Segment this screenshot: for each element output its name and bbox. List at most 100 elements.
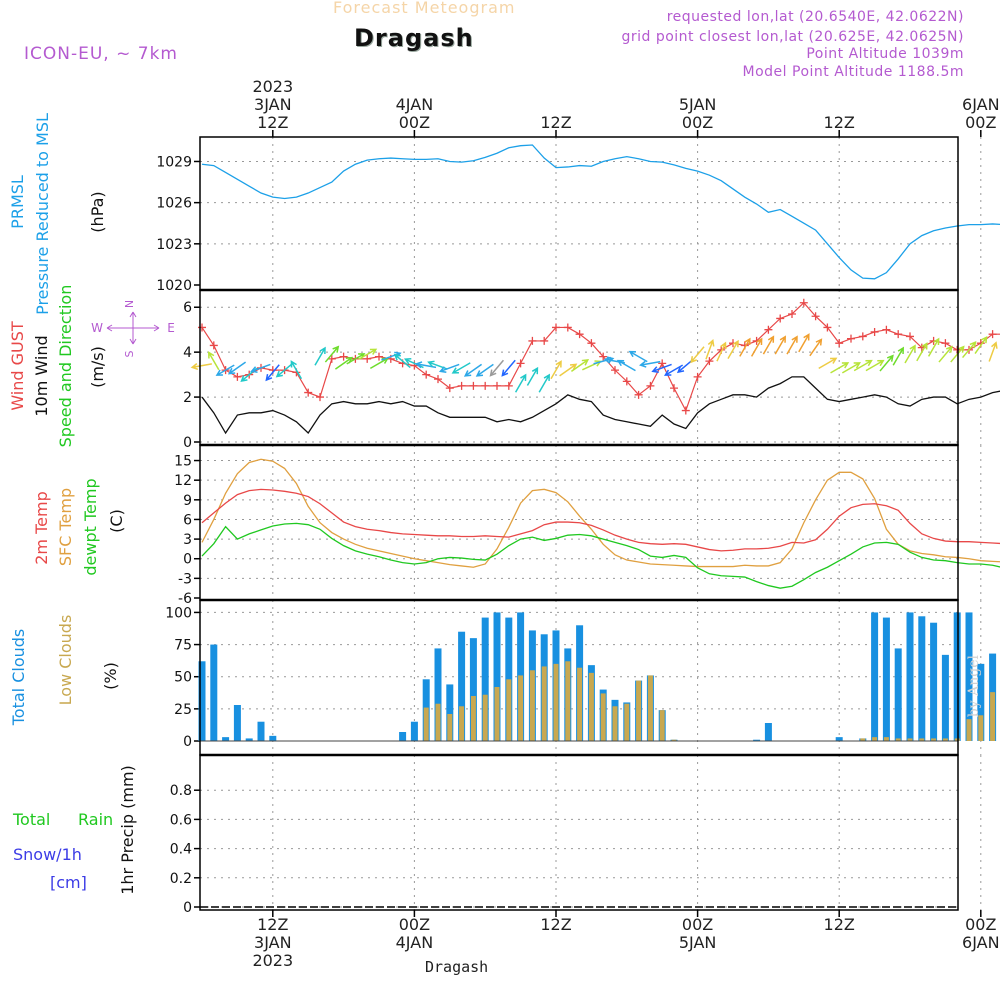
- y-tick-label: -6: [178, 591, 192, 607]
- wind-direction-arrow: [727, 339, 739, 359]
- label-wind-gust: Wind GUST: [8, 321, 27, 411]
- y-tick-label: 6: [183, 512, 192, 528]
- y-tick-label: 4: [183, 345, 192, 361]
- wind-direction-arrow: [463, 363, 483, 377]
- y-tick-label: 1026: [156, 196, 192, 212]
- total-clouds-bar: [871, 612, 879, 741]
- total-clouds-bar: [953, 612, 961, 741]
- wind-direction-arrow: [451, 362, 471, 374]
- wind-direction-arrow: [841, 362, 862, 374]
- wind-direction-arrow: [550, 360, 562, 380]
- wind-direction-arrow: [265, 364, 280, 382]
- wind-gust-marker: [422, 370, 431, 379]
- watermark: by Angel: [966, 655, 982, 718]
- low-clouds-bar: [659, 710, 665, 741]
- y-tick-label: 1023: [156, 237, 192, 253]
- x-tick-label-bottom: 5JAN: [679, 933, 717, 952]
- wind-direction-arrow: [489, 359, 505, 377]
- label-total-clouds: Total Clouds: [9, 629, 28, 727]
- total-clouds-bar: [481, 617, 489, 741]
- y-tick-label: 12: [174, 473, 192, 489]
- wind-gust-marker: [375, 352, 383, 361]
- low-clouds-bar: [636, 680, 642, 741]
- total-clouds-bar: [753, 739, 761, 741]
- wind-direction-arrow: [275, 363, 293, 378]
- wind-gust-marker: [611, 366, 619, 375]
- total-clouds-bar: [965, 612, 973, 741]
- wind-direction-arrow: [358, 348, 378, 361]
- wind-gust-marker: [634, 390, 643, 399]
- wind-direction-arrow: [916, 342, 928, 362]
- wind-direction-arrow: [290, 360, 303, 380]
- wind-direction-arrow: [514, 373, 527, 393]
- y-tick-label: 0: [183, 552, 192, 568]
- wind-direction-arrow: [853, 359, 873, 372]
- low-clouds-bar: [600, 693, 606, 741]
- compass-north: N: [123, 300, 136, 308]
- label-wind-unit: (m/s): [88, 346, 107, 388]
- wind-gust-marker: [339, 352, 348, 361]
- wind-gust-marker: [552, 323, 560, 332]
- low-clouds-bar: [647, 675, 653, 741]
- y-tick-label: 6: [183, 300, 192, 316]
- wind-gust-marker: [988, 330, 997, 339]
- wind-gust-marker: [776, 314, 785, 323]
- y-tick-label: 1029: [156, 154, 192, 170]
- y-tick-label: 0: [183, 435, 192, 451]
- x-tick-label-bottom: 00Z: [965, 915, 996, 934]
- total-clouds-bar: [269, 735, 277, 741]
- x-tick-label-top: 00Z: [399, 113, 430, 132]
- label-10m-wind: 10m Wind: [32, 335, 51, 416]
- compass-west: W: [91, 321, 103, 335]
- low-clouds-bar: [966, 719, 972, 741]
- wind-direction-arrow: [739, 337, 751, 357]
- low-clouds-bar: [978, 715, 984, 741]
- y-tick-label: 0.2: [170, 871, 192, 887]
- total-clouds-bar: [906, 612, 914, 741]
- wind-direction-arrow: [904, 344, 916, 364]
- wind-gust-marker: [870, 327, 879, 336]
- low-clouds-bar: [553, 663, 559, 741]
- label-clouds-unit: (%): [101, 662, 120, 690]
- wind-gust-marker: [233, 372, 242, 381]
- wind-direction-arrow: [809, 338, 823, 357]
- wind-direction-arrow: [215, 364, 235, 376]
- grid-point-coordinates: grid point closest lon,lat (20.625E, 42.…: [621, 29, 964, 45]
- total-clouds-bar: [198, 661, 206, 741]
- wind-gust-marker: [457, 381, 466, 390]
- total-clouds-bar: [458, 631, 466, 741]
- low-clouds-bar: [435, 703, 441, 741]
- x-tick-label-bottom: 6JAN: [962, 933, 1000, 952]
- y-tick-label: 25: [174, 702, 192, 718]
- low-clouds-bar: [494, 687, 500, 741]
- low-clouds-bar: [518, 675, 524, 741]
- y-tick-label: 1020: [156, 278, 192, 294]
- wind-direction-arrow: [974, 335, 988, 355]
- dewpoint-line: [201, 522, 1000, 589]
- wind-gust-marker: [835, 339, 844, 348]
- total-clouds-bar: [835, 737, 843, 741]
- wind-direction-arrow: [798, 333, 810, 353]
- wind-gust-marker: [327, 354, 336, 363]
- low-clouds-bar: [919, 738, 925, 741]
- total-clouds-bar: [410, 721, 418, 741]
- total-clouds-bar: [941, 654, 949, 741]
- wind-direction-arrow: [628, 350, 648, 363]
- point-altitude: Point Altitude 1039m: [806, 46, 964, 62]
- wind-gust-marker: [316, 393, 324, 402]
- wind-gust-marker: [882, 325, 891, 334]
- total-clouds-bar: [210, 644, 218, 741]
- wind-gust-marker: [493, 381, 501, 390]
- wind-direction-arrow: [639, 360, 661, 368]
- wind-direction-arrow: [526, 366, 539, 386]
- wind-gust-marker: [304, 388, 313, 397]
- location-title: Dragash: [354, 24, 474, 52]
- low-clouds-bar: [883, 737, 889, 741]
- wind-direction-arrow: [314, 346, 326, 366]
- low-clouds-bar: [459, 706, 465, 741]
- wind-direction-arrow: [892, 346, 904, 366]
- wind-gust-marker: [941, 339, 950, 348]
- total-clouds-bar: [257, 721, 265, 741]
- wind-direction-arrow: [690, 346, 705, 364]
- wind-gust-marker: [528, 336, 537, 345]
